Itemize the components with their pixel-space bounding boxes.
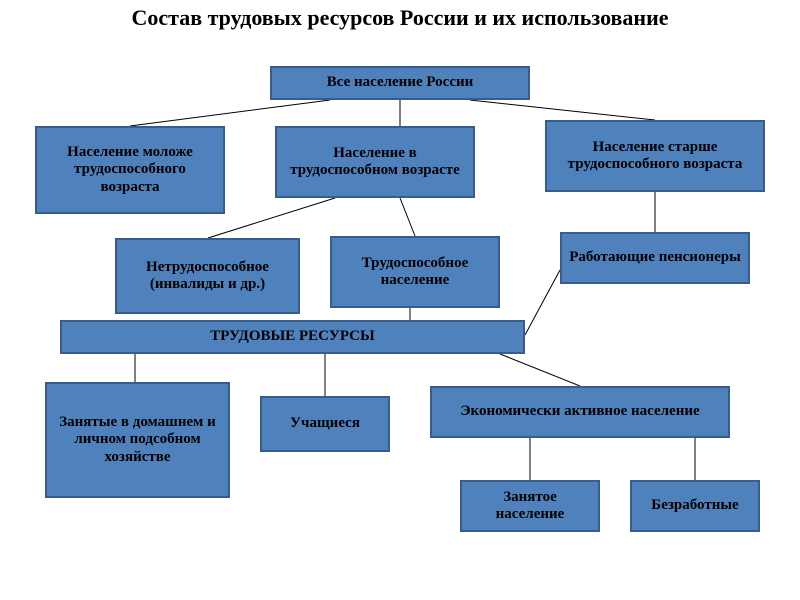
node-disab: Нетрудоспособное (инвалиды и др.) bbox=[115, 238, 300, 314]
diagram-title: Состав трудовых ресурсов России и их исп… bbox=[80, 6, 720, 62]
diagram-stage: Состав трудовых ресурсов России и их исп… bbox=[0, 0, 800, 600]
node-old: Население старше трудоспособного возраст… bbox=[545, 120, 765, 192]
edge-root-young bbox=[130, 100, 330, 126]
node-pens: Работающие пенсионеры bbox=[560, 232, 750, 284]
node-econ: Экономически активное население bbox=[430, 386, 730, 438]
node-labres: ТРУДОВЫЕ РЕСУРСЫ bbox=[60, 320, 525, 354]
node-empl: Занятое население bbox=[460, 480, 600, 532]
node-work: Население в трудоспособном возрасте bbox=[275, 126, 475, 198]
node-root: Все население России bbox=[270, 66, 530, 100]
edge-work-disab bbox=[208, 198, 335, 238]
node-young: Население моложе трудоспособного возраст… bbox=[35, 126, 225, 214]
node-stud: Учащиеся bbox=[260, 396, 390, 452]
edge-labres-econ bbox=[500, 354, 580, 386]
node-unemp: Безработные bbox=[630, 480, 760, 532]
edge-pens-labres bbox=[525, 270, 560, 335]
edge-root-old bbox=[470, 100, 655, 120]
node-house: Занятые в домашнем и личном подсобном хо… bbox=[45, 382, 230, 498]
edge-work-able bbox=[400, 198, 415, 236]
node-able: Трудоспособное население bbox=[330, 236, 500, 308]
